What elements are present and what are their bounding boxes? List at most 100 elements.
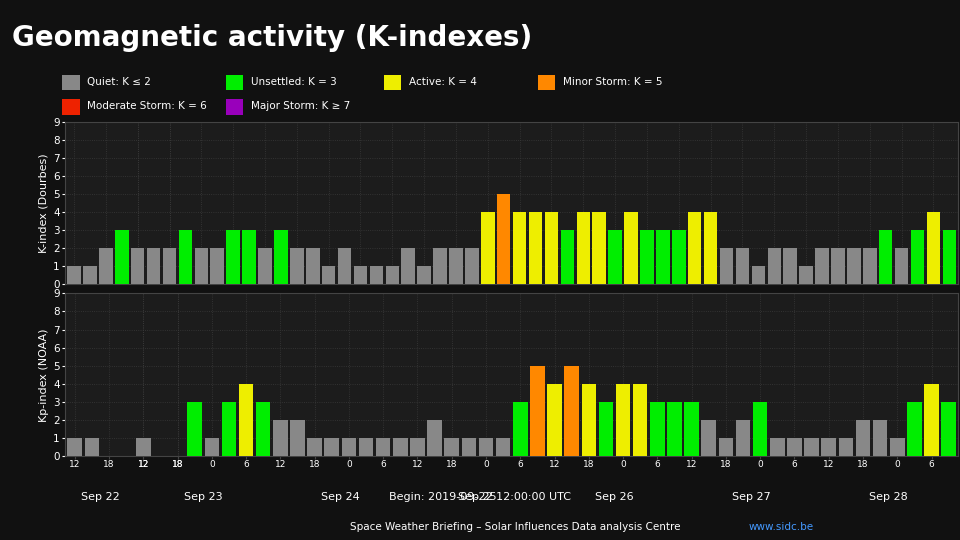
Bar: [599, 402, 613, 456]
Bar: [564, 366, 579, 456]
Bar: [804, 438, 819, 456]
Text: Sep 26: Sep 26: [595, 492, 634, 502]
Bar: [433, 248, 446, 285]
Bar: [783, 248, 797, 285]
Text: Minor Storm: K = 5: Minor Storm: K = 5: [563, 77, 662, 87]
Bar: [926, 212, 940, 285]
Bar: [62, 75, 80, 90]
Bar: [376, 438, 391, 456]
Bar: [582, 384, 596, 456]
Text: Sep 22: Sep 22: [81, 492, 120, 502]
Bar: [822, 438, 836, 456]
Bar: [359, 438, 373, 456]
Bar: [239, 384, 253, 456]
Text: Moderate Storm: K = 6: Moderate Storm: K = 6: [87, 102, 207, 111]
Bar: [163, 248, 177, 285]
Bar: [863, 248, 876, 285]
Bar: [204, 438, 219, 456]
Text: Quiet: K ≤ 2: Quiet: K ≤ 2: [87, 77, 152, 87]
Bar: [495, 438, 511, 456]
Bar: [895, 248, 908, 285]
Bar: [530, 366, 544, 456]
Text: Sep 24: Sep 24: [321, 492, 360, 502]
Bar: [719, 438, 733, 456]
Bar: [800, 266, 813, 285]
Bar: [290, 248, 303, 285]
Text: Active: K = 4: Active: K = 4: [409, 77, 477, 87]
Bar: [770, 438, 784, 456]
Bar: [815, 248, 828, 285]
Bar: [195, 248, 208, 285]
Bar: [650, 402, 664, 456]
Bar: [667, 402, 682, 456]
Bar: [538, 75, 555, 90]
Bar: [418, 266, 431, 285]
Bar: [633, 384, 647, 456]
Bar: [879, 230, 893, 285]
Text: Geomagnetic activity (K-indexes): Geomagnetic activity (K-indexes): [12, 24, 532, 52]
Bar: [290, 420, 304, 456]
Bar: [890, 438, 904, 456]
Bar: [943, 230, 956, 285]
Text: Sep 25: Sep 25: [458, 492, 496, 502]
Bar: [787, 438, 802, 456]
Bar: [275, 230, 288, 285]
Bar: [62, 99, 80, 114]
Bar: [544, 212, 558, 285]
Bar: [684, 402, 699, 456]
Bar: [222, 402, 236, 456]
Bar: [577, 212, 590, 285]
Bar: [513, 402, 528, 456]
Text: Unsettled: K = 3: Unsettled: K = 3: [251, 77, 336, 87]
Bar: [84, 438, 99, 456]
Bar: [752, 266, 765, 285]
Bar: [227, 230, 240, 285]
Text: Sep 28: Sep 28: [870, 492, 908, 502]
Bar: [753, 402, 767, 456]
Bar: [735, 420, 751, 456]
Bar: [497, 194, 511, 285]
Bar: [907, 402, 922, 456]
Bar: [640, 230, 654, 285]
Bar: [924, 384, 939, 456]
Bar: [256, 402, 271, 456]
Bar: [704, 212, 717, 285]
Bar: [410, 438, 424, 456]
Bar: [444, 438, 459, 456]
Bar: [307, 438, 322, 456]
Bar: [561, 230, 574, 285]
Bar: [393, 438, 408, 456]
Bar: [547, 384, 562, 456]
Bar: [466, 248, 479, 285]
Bar: [767, 248, 781, 285]
Bar: [136, 438, 151, 456]
Bar: [838, 438, 853, 456]
Bar: [847, 248, 860, 285]
Bar: [688, 212, 702, 285]
Bar: [873, 420, 887, 456]
Text: Begin: 2019-09-22 12:00:00 UTC: Begin: 2019-09-22 12:00:00 UTC: [389, 492, 571, 502]
Text: Sep 27: Sep 27: [732, 492, 771, 502]
Bar: [529, 212, 542, 285]
Bar: [702, 420, 716, 456]
Bar: [342, 438, 356, 456]
Bar: [131, 248, 144, 285]
Bar: [324, 438, 339, 456]
Bar: [615, 384, 631, 456]
Bar: [306, 248, 320, 285]
Bar: [672, 230, 685, 285]
Bar: [187, 402, 202, 456]
Bar: [462, 438, 476, 456]
Bar: [855, 420, 871, 456]
Bar: [449, 248, 463, 285]
Bar: [179, 230, 192, 285]
Bar: [353, 266, 368, 285]
Text: Sep 23: Sep 23: [184, 492, 223, 502]
Bar: [338, 248, 351, 285]
Bar: [322, 266, 335, 285]
Bar: [386, 266, 399, 285]
Bar: [258, 248, 272, 285]
Text: Major Storm: K ≥ 7: Major Storm: K ≥ 7: [251, 102, 349, 111]
Bar: [942, 402, 956, 456]
Bar: [720, 248, 733, 285]
